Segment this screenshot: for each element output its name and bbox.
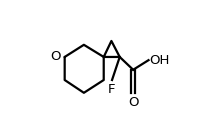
Text: O: O: [128, 96, 138, 109]
Text: OH: OH: [150, 54, 170, 67]
Text: O: O: [50, 50, 60, 63]
Text: F: F: [107, 83, 115, 97]
